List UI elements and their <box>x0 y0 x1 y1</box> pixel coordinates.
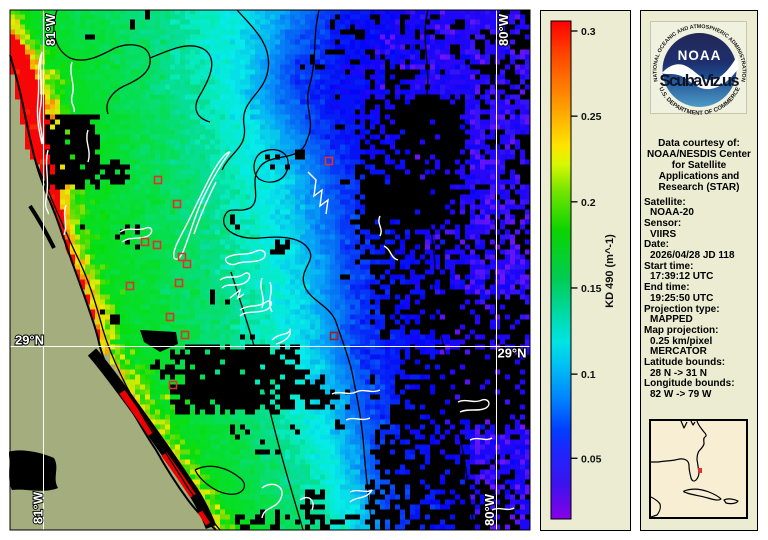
svg-text:NOAA: NOAA <box>678 48 722 63</box>
svg-text:80°W: 80°W <box>496 13 511 46</box>
svg-text:0.15: 0.15 <box>581 283 602 295</box>
svg-text:ScubaViz.us: ScubaViz.us <box>660 72 740 90</box>
svg-text:0.3: 0.3 <box>581 26 596 38</box>
svg-text:80°W: 80°W <box>482 493 497 526</box>
svg-text:29°N: 29°N <box>497 346 526 361</box>
svg-text:0.05: 0.05 <box>581 453 602 465</box>
svg-text:81°W: 81°W <box>43 13 58 46</box>
svg-text:0.2: 0.2 <box>581 197 596 209</box>
svg-text:0.1: 0.1 <box>581 369 596 381</box>
svg-text:KD 490 (m^-1): KD 490 (m^-1) <box>604 234 616 308</box>
svg-text:81°W: 81°W <box>31 491 46 524</box>
svg-text:0.25: 0.25 <box>581 111 602 123</box>
svg-text:29°N: 29°N <box>15 333 44 348</box>
